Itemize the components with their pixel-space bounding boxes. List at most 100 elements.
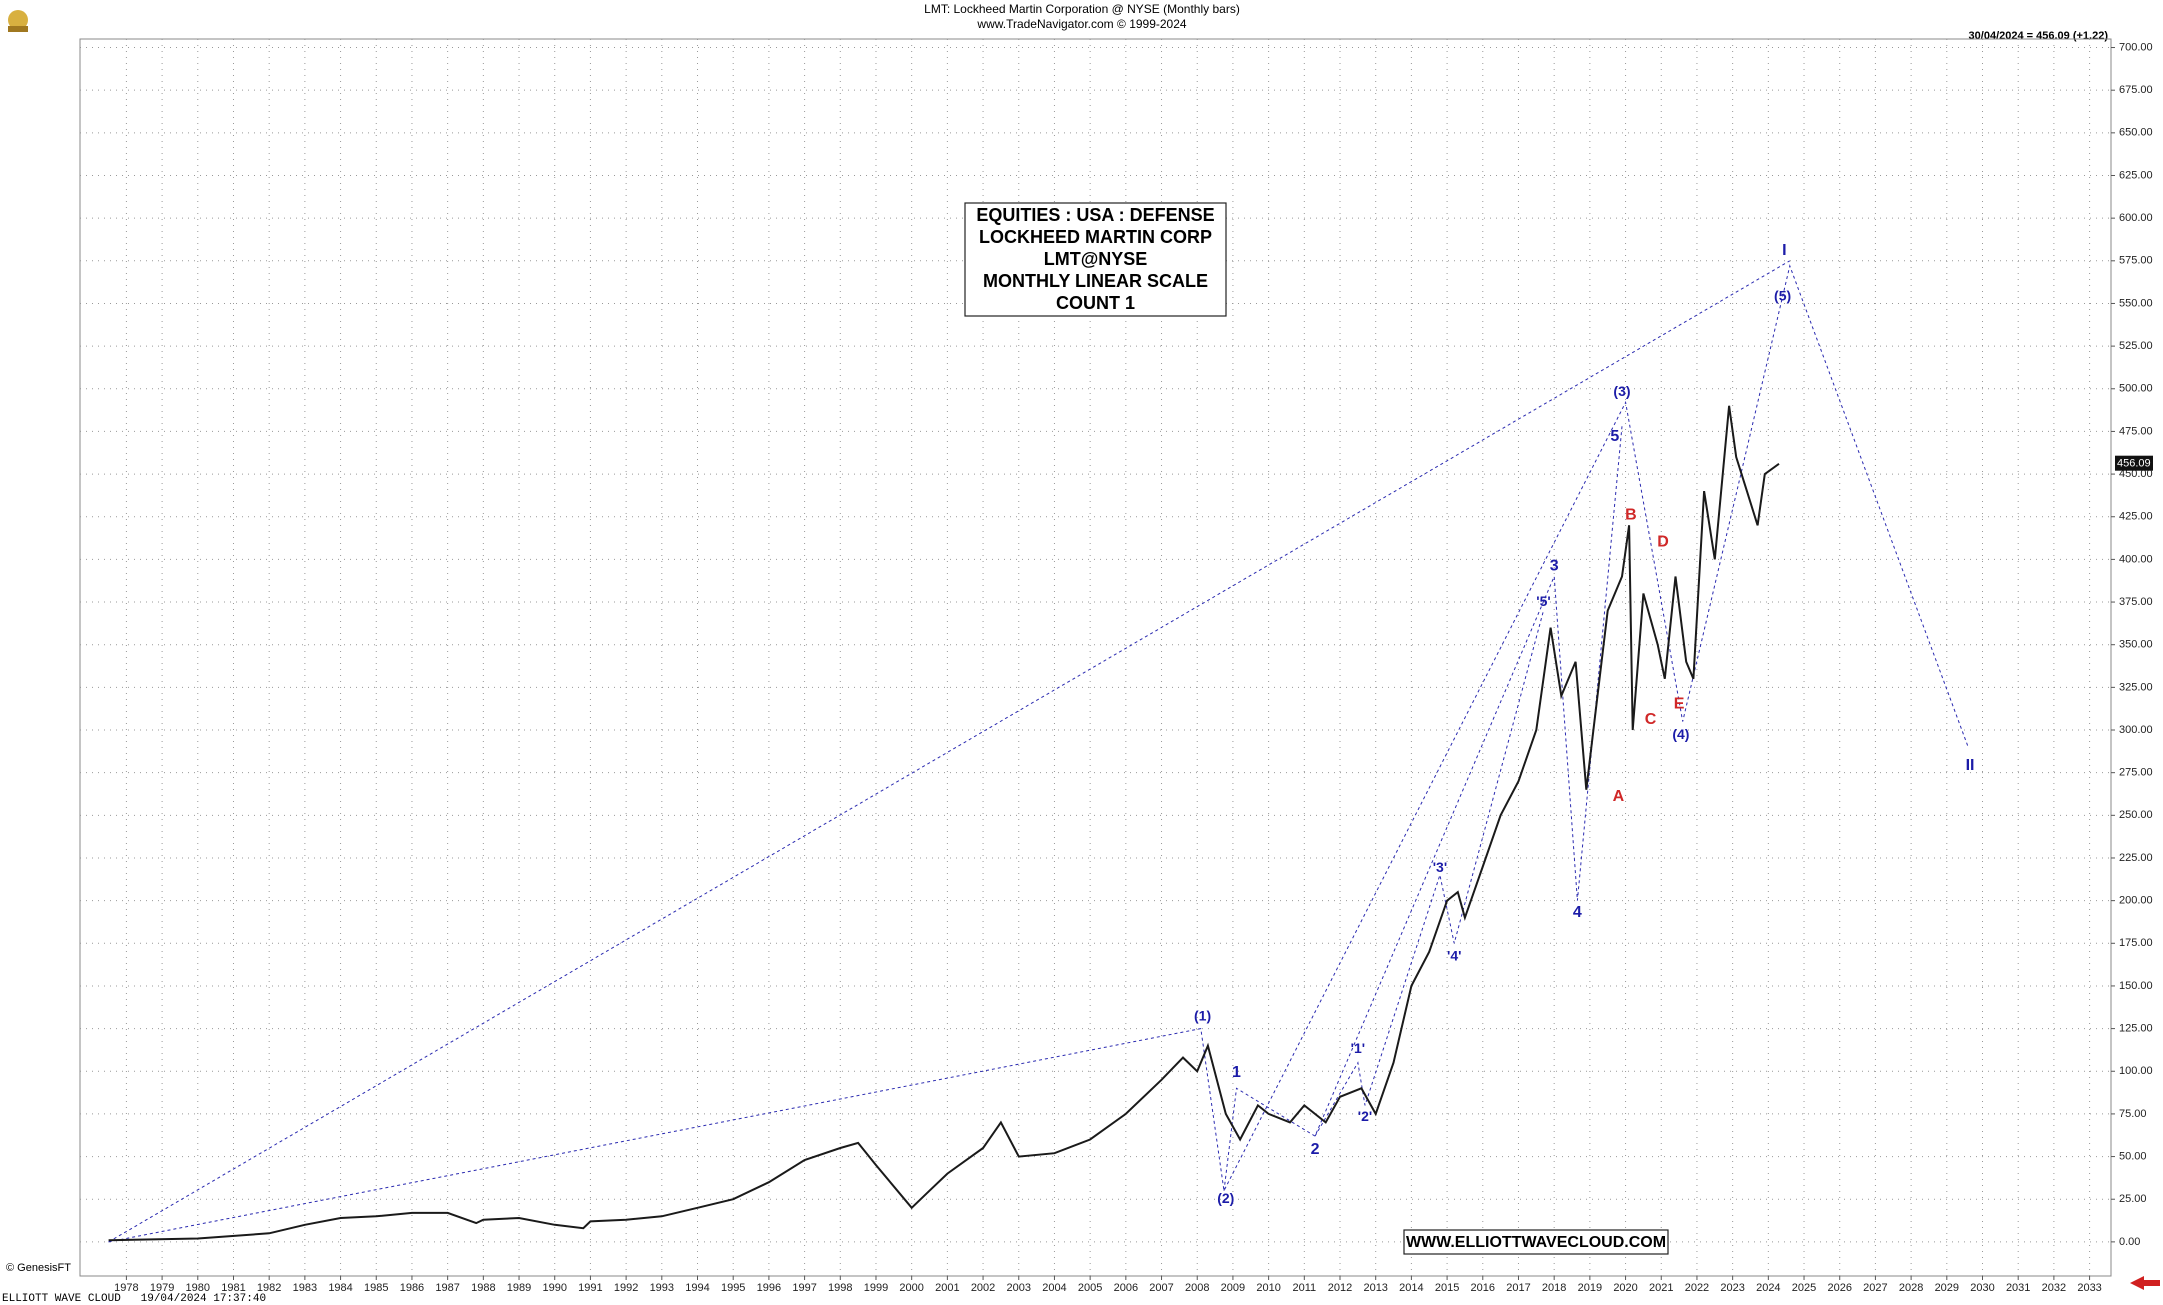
y-tick-label: 650.00: [2119, 127, 2153, 139]
website-box: [1403, 1229, 1669, 1255]
wave-label: 4: [1573, 904, 1582, 921]
logo: [8, 10, 28, 32]
x-tick-label: 1981: [221, 1282, 245, 1294]
x-tick-label: 1990: [542, 1282, 566, 1294]
x-tick-label: 1989: [507, 1282, 531, 1294]
x-tick-label: 1978: [114, 1282, 138, 1294]
y-tick-label: 150.00: [2119, 980, 2153, 992]
y-tick-label: 350.00: [2119, 639, 2153, 651]
wave-label: '5': [1536, 593, 1550, 609]
y-tick-label: 25.00: [2119, 1193, 2147, 1205]
x-tick-label: 2028: [1899, 1282, 1923, 1294]
x-tick-label: 2003: [1007, 1282, 1031, 1294]
x-tick-label: 1996: [757, 1282, 781, 1294]
x-tick-label: 1994: [685, 1282, 709, 1294]
price-tag: 456.09: [2117, 458, 2151, 470]
x-tick-label: 2029: [1935, 1282, 1959, 1294]
x-tick-label: 2006: [1114, 1282, 1138, 1294]
x-tick-label: 1999: [864, 1282, 888, 1294]
info-box: [964, 202, 1227, 317]
wave-label: (2): [1217, 1190, 1234, 1206]
x-tick-label: 2021: [1649, 1282, 1673, 1294]
y-tick-label: 500.00: [2119, 383, 2153, 395]
arrow-icon: [2130, 1276, 2160, 1290]
wave-line: [108, 260, 1791, 1243]
copyright: © GenesisFT: [6, 1262, 71, 1274]
chart-subtitle: www.TradeNavigator.com © 1999-2024: [976, 17, 1186, 31]
wave-label: (1): [1194, 1007, 1211, 1023]
wave-label: '4': [1447, 948, 1461, 964]
info-line: LMT@NYSE: [1044, 249, 1148, 269]
wave-label: 3: [1550, 557, 1559, 574]
x-tick-label: 2013: [1363, 1282, 1387, 1294]
price-line: [108, 405, 1780, 1242]
y-tick-label: 175.00: [2119, 937, 2153, 949]
x-tick-label: 1987: [435, 1282, 459, 1294]
y-tick-label: 700.00: [2119, 41, 2153, 53]
wave-label: (5): [1774, 287, 1791, 303]
y-tick-label: 125.00: [2119, 1023, 2153, 1035]
y-tick-label: 275.00: [2119, 767, 2153, 779]
x-tick-label: 2030: [1970, 1282, 1994, 1294]
wave-label: A: [1613, 788, 1625, 805]
x-tick-label: 2018: [1542, 1282, 1566, 1294]
x-tick-label: 2020: [1613, 1282, 1637, 1294]
x-tick-label: 1980: [186, 1282, 210, 1294]
y-tick-label: 325.00: [2119, 681, 2153, 693]
x-tick-label: 1991: [578, 1282, 602, 1294]
chart-title: LMT: Lockheed Martin Corporation @ NYSE …: [924, 2, 1240, 16]
y-tick-label: 550.00: [2119, 297, 2153, 309]
info-line: COUNT 1: [1056, 293, 1135, 313]
wave-line: [108, 264, 1969, 1243]
wave-label: (3): [1613, 383, 1630, 399]
y-tick-label: 300.00: [2119, 724, 2153, 736]
x-tick-label: 2001: [935, 1282, 959, 1294]
plot-frame: [79, 38, 2112, 1277]
x-tick-label: 1988: [471, 1282, 495, 1294]
x-tick-label: 2022: [1685, 1282, 1709, 1294]
wave-label: C: [1645, 711, 1657, 728]
x-tick-label: 2000: [899, 1282, 923, 1294]
footer: ELLIOTT WAVE CLOUD 19/04/2024 17:37:40: [2, 1293, 266, 1305]
wave-label: 1: [1232, 1064, 1241, 1081]
x-tick-label: 2025: [1792, 1282, 1816, 1294]
y-tick-label: 400.00: [2119, 553, 2153, 565]
x-tick-label: 2016: [1471, 1282, 1495, 1294]
wave-label: '3': [1433, 859, 1447, 875]
x-tick-label: 2023: [1720, 1282, 1744, 1294]
x-tick-label: 2014: [1399, 1282, 1423, 1294]
wave-label: E: [1674, 696, 1685, 713]
y-tick-label: 625.00: [2119, 169, 2153, 181]
y-tick-label: 475.00: [2119, 425, 2153, 437]
x-tick-label: 2033: [2077, 1282, 2101, 1294]
x-tick-label: 1997: [792, 1282, 816, 1294]
wave-label: '1': [1351, 1040, 1365, 1056]
x-tick-label: 2005: [1078, 1282, 1102, 1294]
x-tick-label: 1986: [400, 1282, 424, 1294]
x-tick-label: 2009: [1221, 1282, 1245, 1294]
x-tick-label: 1979: [150, 1282, 174, 1294]
x-tick-label: 2017: [1506, 1282, 1530, 1294]
y-tick-label: 675.00: [2119, 84, 2153, 96]
info-line: EQUITIES : USA : DEFENSE: [976, 205, 1214, 225]
x-tick-label: 1993: [650, 1282, 674, 1294]
x-tick-label: 2026: [1827, 1282, 1851, 1294]
x-tick-label: 2031: [2006, 1282, 2030, 1294]
y-tick-label: 525.00: [2119, 340, 2153, 352]
y-tick-label: 250.00: [2119, 809, 2153, 821]
x-tick-label: 2015: [1435, 1282, 1459, 1294]
wave-label: II: [1966, 757, 1975, 774]
wave-label: D: [1657, 534, 1669, 551]
y-tick-label: 200.00: [2119, 895, 2153, 907]
price-tag-bg: [2115, 455, 2153, 471]
x-tick-label: 1995: [721, 1282, 745, 1294]
y-tick-label: 425.00: [2119, 511, 2153, 523]
x-tick-label: 1982: [257, 1282, 281, 1294]
x-tick-label: 1983: [293, 1282, 317, 1294]
y-tick-label: 600.00: [2119, 212, 2153, 224]
x-tick-label: 1985: [364, 1282, 388, 1294]
x-tick-label: 2010: [1256, 1282, 1280, 1294]
wave-label: I: [1782, 242, 1786, 259]
